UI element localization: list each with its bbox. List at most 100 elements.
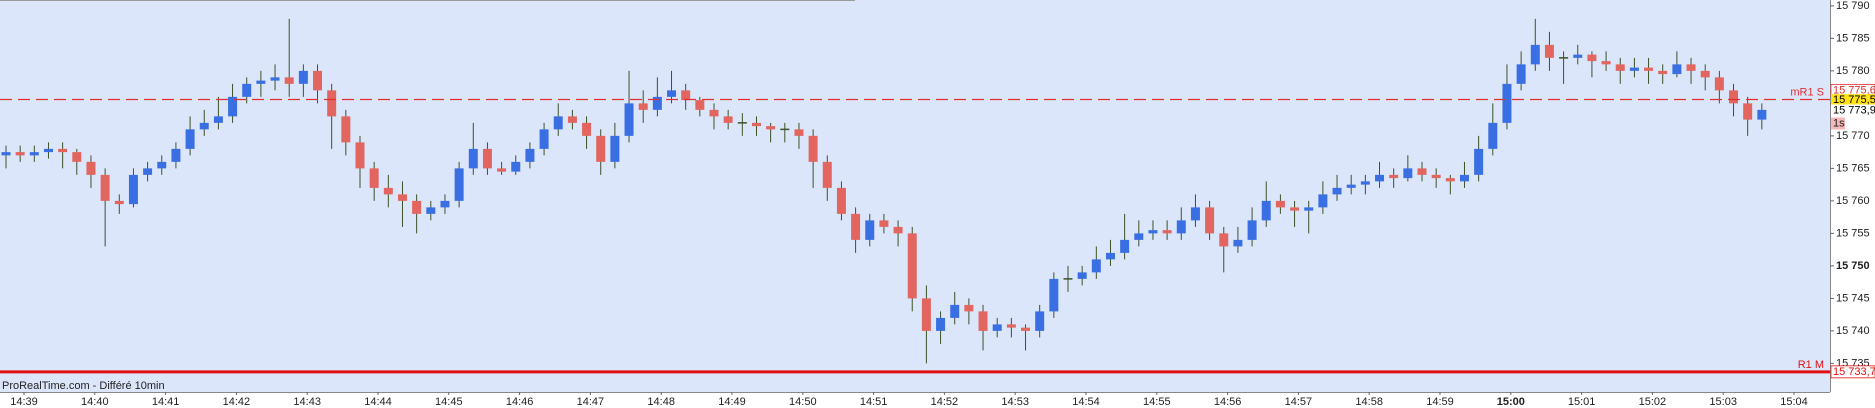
x-tick-label: 15:00 <box>1497 396 1525 408</box>
x-tick-label: 14:53 <box>1001 396 1029 408</box>
candle-body <box>1346 184 1356 188</box>
candle-body <box>1360 181 1370 185</box>
candle-body <box>199 122 209 130</box>
candle-body <box>1431 174 1441 179</box>
candle-body <box>1077 272 1087 279</box>
candle-body <box>992 324 1002 331</box>
candle-body <box>1417 168 1427 175</box>
candle-body <box>1176 220 1186 234</box>
candle-body <box>780 128 790 131</box>
x-tick-label: 14:42 <box>223 396 251 408</box>
price-label-box <box>1830 365 1875 379</box>
y-tick-label: 15 755 <box>1836 227 1870 239</box>
candle-body <box>29 152 39 156</box>
candle-body <box>836 187 846 214</box>
x-tick-label: 15:04 <box>1780 396 1808 408</box>
candle-body <box>15 152 25 156</box>
candle-body <box>242 83 252 97</box>
candle-body <box>1063 278 1073 280</box>
x-tick-label: 14:58 <box>1355 396 1383 408</box>
candle-body <box>751 122 761 127</box>
candle-body <box>879 220 889 227</box>
x-tick-label: 14:50 <box>789 396 817 408</box>
candle-body <box>1530 44 1540 65</box>
y-tick-label: 15 750 <box>1836 260 1870 272</box>
candle-body <box>1672 64 1682 75</box>
candle-body <box>1658 70 1668 75</box>
candle-body <box>355 142 365 169</box>
candle-body <box>1 152 11 156</box>
x-tick-label: 14:59 <box>1426 396 1454 408</box>
candle-body <box>100 174 110 201</box>
candle-body <box>596 135 606 162</box>
candle-body <box>1120 239 1130 253</box>
candle-body <box>695 100 705 110</box>
candle-body <box>86 161 96 175</box>
candle-body <box>539 129 549 149</box>
candle-body <box>1205 207 1215 234</box>
candle-body <box>1148 230 1158 234</box>
candle-body <box>652 96 662 110</box>
x-tick-label: 14:52 <box>931 396 959 408</box>
candle-body <box>610 135 620 162</box>
candle-body <box>369 168 379 188</box>
candle-body <box>1190 207 1200 221</box>
candle-body <box>1516 64 1526 84</box>
candle-body <box>1700 70 1710 78</box>
x-tick-label: 14:48 <box>647 396 675 408</box>
price-label: 15 733,7 <box>1833 366 1875 378</box>
price-label-box <box>1831 94 1875 107</box>
candle-body <box>1714 77 1724 91</box>
y-tick-label: 15 745 <box>1836 292 1870 304</box>
candle-body <box>1332 187 1342 195</box>
candle-body <box>822 161 832 188</box>
x-tick-label: 14:39 <box>10 396 38 408</box>
candle-body <box>482 148 492 169</box>
x-tick-label: 14:46 <box>506 396 534 408</box>
y-tick-label: 15 780 <box>1836 65 1870 77</box>
candle-body <box>1559 57 1569 59</box>
candle-body <box>397 194 407 201</box>
candle-body <box>794 129 804 136</box>
candle-body <box>1021 327 1031 331</box>
footer: ProRealTime.com - Différé 10min <box>2 380 165 392</box>
level-label: mR1 S <box>1790 86 1824 98</box>
candle-body <box>1502 83 1512 123</box>
candle-body <box>1105 252 1115 260</box>
y-tick-label: 15 770 <box>1836 130 1870 142</box>
candle-body <box>766 126 776 130</box>
candle-body <box>511 161 521 172</box>
candle-body <box>681 90 691 101</box>
candle-body <box>808 135 818 162</box>
candle-body <box>43 148 53 153</box>
x-tick-label: 15:01 <box>1568 396 1596 408</box>
x-tick-label: 14:43 <box>293 396 321 408</box>
candle-body <box>157 161 167 169</box>
candle-body <box>851 213 861 240</box>
candle-body <box>213 116 223 123</box>
candle-body <box>582 122 592 136</box>
candle-body <box>313 70 323 91</box>
candle-body <box>228 96 238 117</box>
candle-body <box>72 152 82 162</box>
candle-body <box>1304 207 1314 211</box>
y-tick-label: 15 790 <box>1836 0 1870 12</box>
candle-body <box>1686 64 1696 71</box>
x-tick-label: 14:45 <box>435 396 463 408</box>
x-tick-label: 15:03 <box>1709 396 1737 408</box>
plot-background <box>0 0 1830 392</box>
y-tick-label: 15 785 <box>1836 32 1870 44</box>
candle-body <box>978 311 988 331</box>
candle-body <box>1035 311 1045 331</box>
candle-body <box>1219 233 1229 247</box>
candle-body <box>737 122 747 124</box>
candle-body <box>1162 230 1172 234</box>
candle-body <box>128 174 138 205</box>
candle-body <box>525 148 535 162</box>
candle-body <box>1247 220 1257 240</box>
x-tick-label: 15:02 <box>1639 396 1667 408</box>
x-tick-label: 14:40 <box>81 396 109 408</box>
candle-body <box>1134 233 1144 240</box>
x-tick-label: 14:47 <box>577 396 605 408</box>
